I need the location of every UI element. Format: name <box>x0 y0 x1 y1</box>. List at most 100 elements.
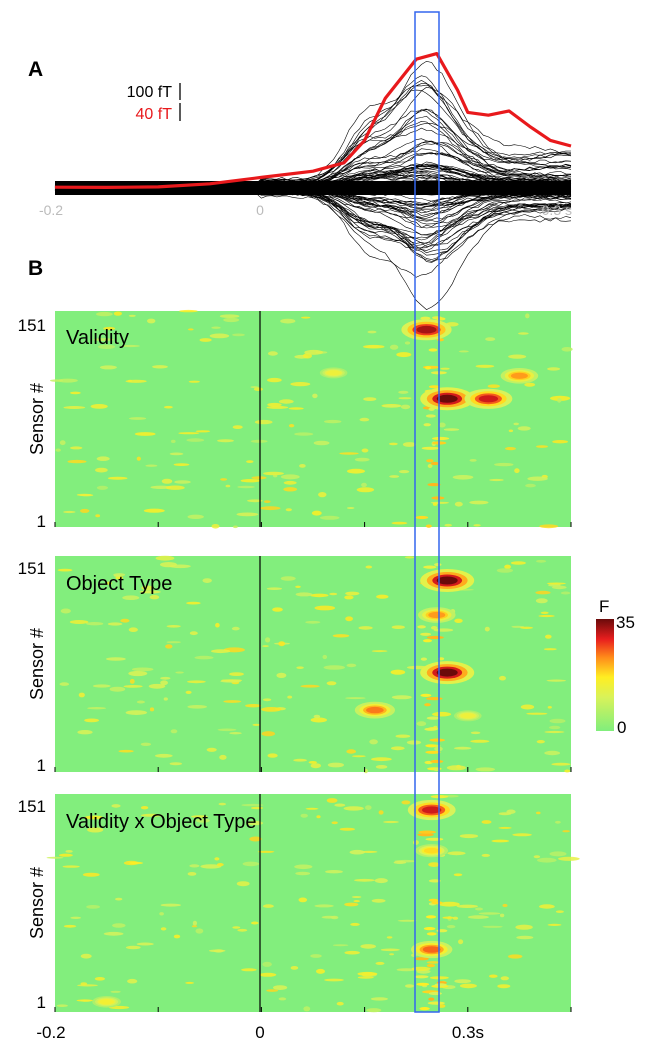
heatmap-cell <box>481 853 490 857</box>
heatmap-cell <box>398 397 412 400</box>
heatmap-cell <box>544 730 565 734</box>
heatmap-cell <box>339 827 355 831</box>
heatmap-validity-ytick-bottom: 1 <box>37 512 46 531</box>
heatmap-cell <box>346 507 355 509</box>
heatmap-hotspot <box>428 611 446 619</box>
heatmap-cell <box>426 716 441 720</box>
heatmap-cell <box>155 555 175 561</box>
heatmap-cell <box>397 919 417 922</box>
heatmap-cell <box>345 616 353 622</box>
heatmap-cell <box>128 627 138 632</box>
heatmap-cell <box>494 462 514 467</box>
heatmap-cell <box>186 438 205 442</box>
heatmap-cell <box>415 515 429 520</box>
heatmap-cell <box>431 626 438 630</box>
heatmap-cell <box>349 849 365 855</box>
heatmap-interaction-ytick-bottom: 1 <box>37 993 46 1012</box>
heatmap-cell <box>304 349 324 355</box>
heatmap-cell <box>514 468 520 474</box>
heatmap-cell <box>188 380 200 383</box>
heatmap-cell <box>84 815 103 820</box>
heatmap-cell <box>262 645 269 648</box>
heatmap-cell <box>434 983 447 987</box>
heatmap-cell <box>96 311 113 317</box>
heatmap-cell <box>295 592 313 597</box>
heatmap-cell <box>485 337 496 341</box>
heatmap-cell <box>547 923 562 927</box>
heatmap-cell <box>140 806 149 810</box>
heatmap-cell <box>125 379 147 383</box>
heatmap-cell <box>524 382 536 387</box>
heatmap-cell <box>194 655 214 660</box>
heatmap-object-type-title: Object Type <box>66 573 172 595</box>
heatmap-cell <box>416 721 427 727</box>
heatmap-cell <box>87 827 104 833</box>
heatmap-cell <box>538 614 555 618</box>
heatmap-cell <box>549 851 567 857</box>
heatmap-cell <box>303 1006 311 1012</box>
heatmap-cell <box>209 333 230 339</box>
heatmap-cell <box>425 366 431 370</box>
heatmap-cell <box>129 861 144 865</box>
heatmap-cell <box>358 626 373 630</box>
heatmap-cell <box>535 590 551 595</box>
heatmap-cell <box>510 561 526 565</box>
heatmap-cell <box>369 739 378 745</box>
heatmap-cell <box>298 897 308 903</box>
heatmap-cell <box>232 333 245 337</box>
heatmap-cell <box>327 762 344 768</box>
heatmap-cell <box>251 921 259 925</box>
heatmap-cell <box>375 765 388 769</box>
heatmap-cell <box>70 391 81 395</box>
heatmap-cell <box>50 379 64 382</box>
heatmap-cell <box>515 924 533 930</box>
heatmap-cell <box>148 683 166 689</box>
heatmap-cell <box>426 697 443 701</box>
heatmap-cell <box>186 601 201 605</box>
heatmap-cell <box>223 317 240 323</box>
heatmap-cell <box>331 821 338 825</box>
heatmap-cell <box>323 665 345 670</box>
heatmap-cell <box>128 314 136 317</box>
heatmap-cell <box>425 837 444 841</box>
heatmap-cell <box>552 585 567 590</box>
heatmap-cell <box>525 483 536 488</box>
heatmap-cell <box>416 982 430 986</box>
heatmap-cell <box>63 924 77 928</box>
heatmap-cell <box>189 631 198 636</box>
heatmap-object-type: Object Type 151 1 Sensor # <box>18 555 572 775</box>
heatmap-cell <box>499 913 505 918</box>
heatmap-cell <box>398 390 409 394</box>
heatmap-cell <box>251 476 267 480</box>
heatmap-cell <box>300 684 320 688</box>
heatmap-cell <box>253 387 263 392</box>
heatmap-cell <box>263 471 284 476</box>
heatmap-cell <box>438 1004 446 1008</box>
heatmap-cell <box>520 626 533 629</box>
heatmap-cell <box>272 607 283 612</box>
heatmap-cell <box>353 900 361 903</box>
heatmap-cell <box>206 747 217 752</box>
heatmap-cell <box>160 562 177 568</box>
heatmap-cell <box>346 749 357 754</box>
heatmap-cell <box>211 326 221 329</box>
heatmap-cell <box>267 753 278 758</box>
heatmap-cell <box>506 809 516 814</box>
heatmap-cell <box>96 485 108 490</box>
heatmap-cell <box>357 976 374 979</box>
heatmap-hotspot <box>436 576 458 585</box>
heatmap-cell <box>482 925 503 928</box>
heatmap-cell <box>160 927 167 931</box>
heatmap-cell <box>136 700 145 704</box>
heatmap-cell <box>546 679 566 682</box>
heatmap-interaction-ticks <box>54 1007 572 1012</box>
heatmap-cell <box>216 863 224 867</box>
heatmap-cell <box>428 991 442 996</box>
heatmap-cell <box>433 628 454 632</box>
heatmap-cell <box>187 328 194 331</box>
heatmap-cell <box>125 945 141 950</box>
heatmap-cell <box>376 594 389 599</box>
heatmap-cell <box>432 436 450 441</box>
heatmap-cell <box>547 582 566 585</box>
heatmap-cell <box>179 309 198 313</box>
